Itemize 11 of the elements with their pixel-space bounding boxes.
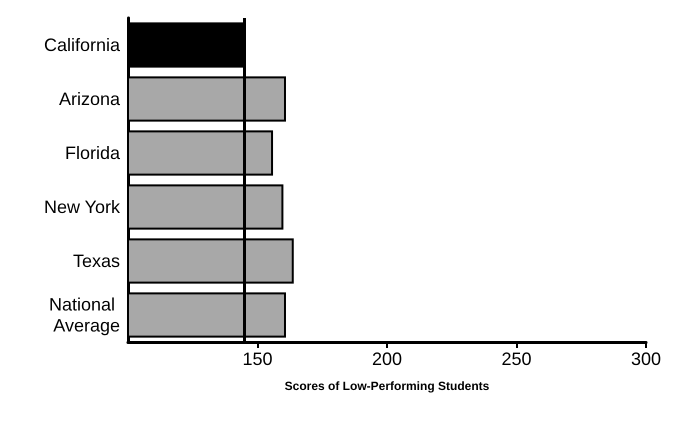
x-tick-label: 200 bbox=[372, 349, 402, 369]
y-tick-label: National Average bbox=[48, 294, 120, 336]
y-tick-label: Texas bbox=[72, 251, 120, 271]
y-tick-label: California bbox=[44, 35, 121, 55]
x-axis-title: Scores of Low-Performing Students bbox=[284, 379, 490, 393]
x-tick-label: 150 bbox=[242, 349, 273, 369]
y-tick-label: Arizona bbox=[58, 89, 121, 109]
y-tick-label: New York bbox=[44, 197, 121, 217]
x-tick-label: 300 bbox=[630, 349, 662, 369]
x-tick-label: 250 bbox=[501, 349, 532, 369]
y-tick-label: Florida bbox=[64, 143, 121, 163]
